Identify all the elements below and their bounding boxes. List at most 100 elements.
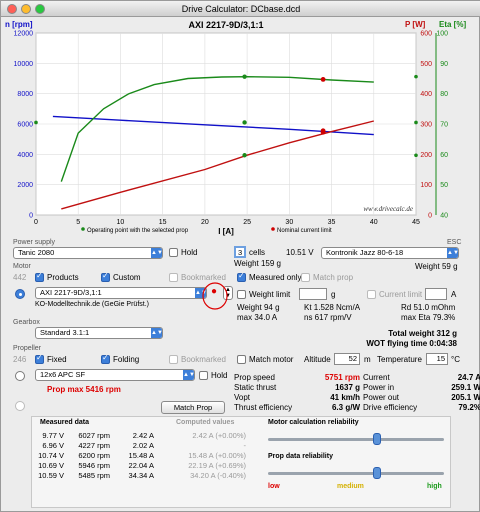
- motor-bookmarked-checkbox[interactable]: [169, 273, 178, 282]
- title-bar: Drive Calculator: DCbase.dcd: [1, 1, 480, 17]
- current-limit-checkbox[interactable]: [367, 290, 376, 299]
- result-label: Vopt: [234, 393, 251, 402]
- current-limit-input[interactable]: [425, 288, 447, 300]
- series-line-eta: [60, 75, 374, 182]
- stepper-icon[interactable]: ▲ ▼: [223, 286, 233, 300]
- temperature-unit: °C: [451, 355, 460, 364]
- temperature-input[interactable]: 15: [426, 353, 448, 365]
- chart-watermark: www.drivecalc.de: [363, 205, 413, 213]
- chevron-down-icon: ▲▼: [447, 248, 459, 258]
- prop-reliability-knob: [373, 467, 382, 479]
- prop-max-rpm: Prop max 5416 rpm: [47, 385, 121, 394]
- temperature-label: Temperature: [377, 355, 422, 364]
- motor-ns: ns 617 rpm/V: [304, 313, 352, 322]
- prop-count: 246: [13, 355, 27, 364]
- y-left-tick-label: 4000: [17, 152, 33, 159]
- prop-radio[interactable]: [15, 371, 25, 381]
- result-label: Current: [363, 373, 390, 382]
- prop-hold-checkbox[interactable]: [199, 371, 208, 380]
- result-label: Drive efficiency: [363, 403, 418, 412]
- folding-checkbox[interactable]: [101, 353, 110, 364]
- zoom-window-button[interactable]: [35, 4, 45, 14]
- match-prop-button[interactable]: Match Prop: [161, 401, 225, 414]
- x-tick-label: 20: [201, 219, 209, 226]
- y-left-tick-label: 0: [29, 213, 33, 220]
- y-eta-tick-label: 50: [440, 182, 448, 189]
- y-power-tick-label: 0: [428, 213, 432, 220]
- wot-flying-time: WOT flying time 0:04:38: [366, 339, 457, 348]
- edge-marker: [414, 74, 418, 79]
- window-title: Drive Calculator: DCbase.dcd: [181, 4, 301, 14]
- measured-cell: 15.48 A: [128, 451, 154, 460]
- fixed-label: Fixed: [47, 355, 67, 364]
- gearbox-select[interactable]: Standard 3.1:1 ▲▼: [35, 327, 163, 339]
- y-eta-tick-label: 90: [440, 61, 448, 68]
- motor-reliability-track: [268, 438, 444, 441]
- chevron-down-icon: ▲▼: [151, 328, 163, 338]
- measured-cell: 10.59 V: [38, 471, 64, 480]
- edge-marker: [34, 120, 38, 125]
- measured-cell: 9.77 V: [42, 431, 64, 440]
- custom-checkbox[interactable]: [101, 271, 110, 282]
- y-eta-tick-label: 70: [440, 122, 448, 129]
- motor-radio[interactable]: [15, 289, 25, 299]
- measured-only-label: Measured only: [249, 273, 302, 282]
- motor-value: AXI 2217-9D/3,1:1: [40, 288, 102, 297]
- result-value: 259.1 W: [451, 383, 480, 392]
- result-value: 1637 g: [335, 383, 360, 392]
- motor-weight: Weight 94 g: [237, 303, 280, 312]
- result-value: 205.1 W: [451, 393, 480, 402]
- x-tick-label: 5: [76, 219, 80, 226]
- close-window-button[interactable]: [7, 4, 17, 14]
- motor-count: 442: [13, 273, 27, 282]
- fixed-checkbox[interactable]: [35, 353, 44, 364]
- battery-hold-checkbox[interactable]: [169, 248, 178, 257]
- highlight-circle: [202, 282, 228, 310]
- products-checkbox[interactable]: [35, 271, 44, 282]
- prop-select[interactable]: 12x6 APC SF ▲▼: [35, 369, 195, 381]
- y-left-tick-label: 12000: [14, 31, 34, 38]
- motor-max: max 34.0 A: [237, 313, 278, 322]
- match-motor-checkbox[interactable]: [237, 355, 246, 364]
- x-tick-label: 40: [370, 219, 378, 226]
- prop-reliability-label: Prop data reliability: [268, 453, 333, 460]
- nominal-point: [320, 77, 326, 82]
- motor-source: KO-Modelltechnik.de (GeGie Prüfst.): [35, 301, 149, 308]
- minimize-window-button[interactable]: [21, 4, 31, 14]
- esc-value: Kontronik Jazz 80-6-18: [326, 248, 404, 257]
- custom-label: Custom: [113, 273, 141, 282]
- legend-green-dot: [81, 227, 85, 231]
- battery-select[interactable]: Tanic 2080 ▲▼: [13, 247, 163, 259]
- match-prop-checkbox[interactable]: [301, 273, 310, 282]
- measured-cell: 2.02 A: [132, 441, 154, 450]
- altitude-unit: m: [364, 355, 371, 364]
- prop-radio-2[interactable]: [15, 401, 25, 411]
- altitude-input[interactable]: 52: [334, 353, 360, 365]
- weight-limit-checkbox[interactable]: [237, 290, 246, 299]
- legend-red-dot: [271, 227, 275, 231]
- weight-limit-input[interactable]: [299, 288, 327, 300]
- x-tick-label: 0: [34, 219, 38, 226]
- chart-title: AXI 2217-9D/3,1:1: [188, 20, 263, 30]
- battery-hold-label: Hold: [181, 248, 198, 257]
- prop-hold-label: Hold: [211, 371, 228, 380]
- measured-cell: -: [243, 441, 247, 450]
- measured-only-checkbox[interactable]: [237, 271, 246, 282]
- esc-select[interactable]: Kontronik Jazz 80-6-18 ▲▼: [321, 247, 459, 259]
- measured-cell: 4227 rpm: [78, 441, 110, 450]
- motor-select[interactable]: AXI 2217-9D/3,1:1 ▲▼: [35, 287, 207, 299]
- y-power-tick-label: 500: [420, 61, 432, 68]
- reliability-low: low: [268, 483, 280, 490]
- legend-operating: Operating point with the selected prop: [87, 228, 189, 234]
- ylabel-power: P [W]: [405, 20, 426, 29]
- chevron-down-icon: ▲▼: [195, 288, 207, 298]
- prop-value: 12x6 APC SF: [40, 370, 86, 379]
- cells-input[interactable]: 3: [234, 246, 246, 258]
- y-eta-tick-label: 100: [436, 31, 448, 38]
- prop-bookmarked-checkbox[interactable]: [169, 355, 178, 364]
- measured-cell: 6.96 V: [42, 441, 64, 450]
- chevron-down-icon: ▲▼: [151, 248, 163, 258]
- drive-chart: AXI 2217-9D/3,1:1 n [rpm] P [W] Eta [%] …: [5, 20, 466, 236]
- match-motor-label: Match motor: [249, 355, 294, 364]
- y-eta-tick-label: 60: [440, 152, 448, 159]
